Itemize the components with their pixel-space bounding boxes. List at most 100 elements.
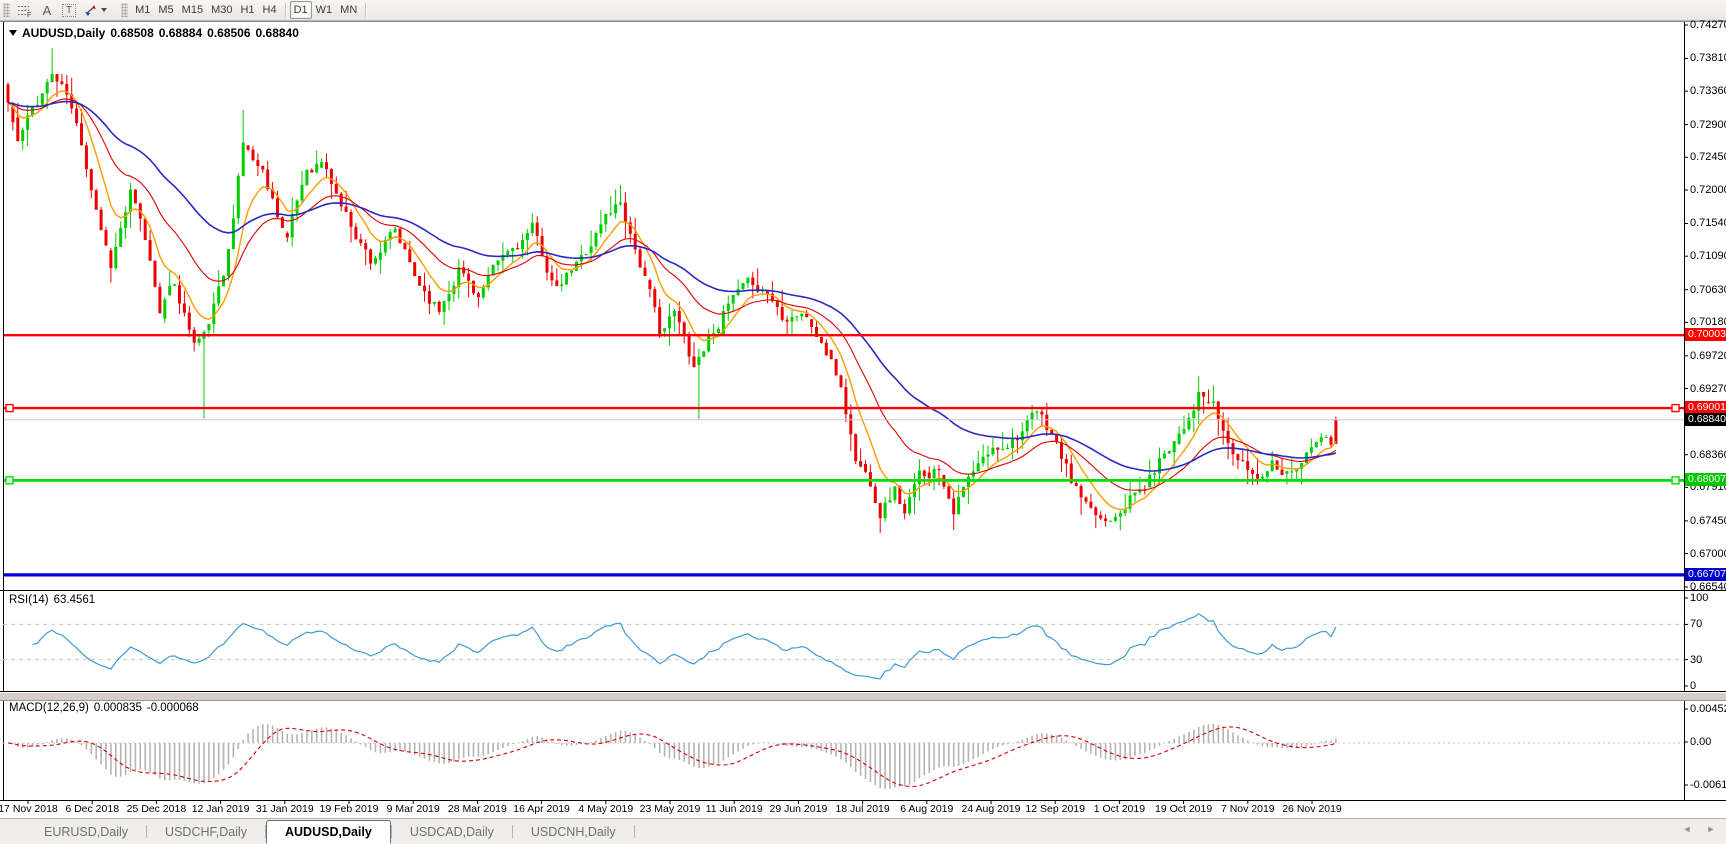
chart-title: AUDUSD,Daily 0.68508 0.68884 0.68506 0.6…	[9, 26, 299, 40]
collapse-arrow-icon[interactable]	[9, 30, 17, 36]
price-axis-tick: 0.73810	[1690, 52, 1726, 65]
macd-main-value: 0.000835	[93, 702, 142, 714]
price-axis-tick: 0.66540	[1690, 581, 1726, 593]
price-axis-tick: 0.71540	[1690, 217, 1726, 230]
time-axis-label: 9 Mar 2019	[386, 803, 440, 815]
rsi-name: RSI(14)	[9, 594, 49, 606]
tab-scroll-right-button[interactable]: ►	[1706, 824, 1716, 834]
dropdown-caret-icon[interactable]	[101, 8, 108, 12]
timeframe-m15-button[interactable]: M15	[181, 4, 204, 16]
time-axis-label: 19 Feb 2019	[319, 803, 379, 815]
rsi-axis-tick: 100	[1690, 592, 1709, 604]
macd-signal-value: -0.000068	[146, 702, 199, 714]
price-axis-tick: 0.70180	[1690, 316, 1726, 329]
time-axis-label: 29 Jun 2019	[769, 803, 828, 815]
time-axis-label: 18 Jul 2019	[835, 803, 890, 815]
time-axis-label: 6 Dec 2018	[65, 803, 120, 815]
price-line-label: 0.69001	[1685, 401, 1726, 415]
text-label-icon: A	[42, 2, 52, 18]
tab-divider	[390, 825, 392, 838]
hline-handle[interactable]	[5, 476, 14, 485]
rsi-axis-tick: 30	[1690, 653, 1703, 666]
price-axis-tick: 0.73360	[1690, 85, 1726, 98]
time-axis-label: 1 Oct 2019	[1093, 803, 1146, 815]
tab-usdcnh[interactable]: USDCNH,Daily	[530, 824, 616, 839]
time-axis-label: 4 May 2019	[578, 803, 634, 815]
fibonacci-tool-button[interactable]: F	[13, 1, 36, 19]
toolbar-divider	[365, 3, 367, 17]
timeframe-m1-button[interactable]: M1	[135, 4, 151, 16]
price-axis-tick: 0.72900	[1690, 118, 1726, 131]
rsi-axis-tick: 0	[1690, 680, 1697, 692]
time-axis-label: 25 Dec 2018	[126, 803, 187, 815]
chart-area[interactable]	[0, 0, 1726, 817]
price-axis-tick: 0.72450	[1690, 151, 1726, 164]
arrows-tool-button[interactable]	[80, 1, 111, 19]
high-value: 0.68884	[158, 26, 203, 40]
close-value: 0.68840	[255, 26, 299, 40]
open-value: 0.68508	[110, 26, 154, 40]
timeframe-w1-button[interactable]: W1	[315, 4, 333, 16]
time-axis-label: 11 Jun 2019	[705, 803, 763, 815]
price-axis-tick: 0.72000	[1690, 184, 1726, 197]
price-axis-tick: 0.70630	[1690, 283, 1726, 296]
price-line-label: 0.70003	[1685, 328, 1726, 342]
low-value: 0.68506	[207, 26, 251, 40]
time-axis-label: 28 Mar 2019	[447, 803, 507, 815]
hline-handle[interactable]	[5, 403, 14, 413]
svg-text:F: F	[27, 12, 31, 17]
time-axis-label: 19 Oct 2019	[1154, 803, 1213, 815]
macd-name: MACD(12,26,9)	[9, 702, 89, 714]
chart-tab-bar: EURUSD,Daily USDCHF,Daily AUDUSD,Daily U…	[0, 818, 1726, 844]
tab-eurusd[interactable]: EURUSD,Daily	[44, 824, 129, 839]
macd-indicator-label: MACD(12,26,9) 0.000835 -0.000068	[9, 702, 199, 714]
price-line-label: 0.68840	[1685, 412, 1726, 426]
macd-axis-tick: 0.004528	[1690, 703, 1726, 715]
time-axis-label: 26 Nov 2019	[1282, 803, 1342, 815]
price-axis-tick: 0.74270	[1690, 19, 1726, 31]
price-axis-tick: 0.67450	[1690, 514, 1726, 527]
rsi-value: 63.4561	[53, 594, 96, 606]
text-icon: T	[62, 3, 77, 17]
price-axis-tick: 0.69720	[1690, 349, 1726, 362]
timeframe-h1-button[interactable]: H1	[240, 4, 255, 16]
timeframe-h4-button[interactable]: H4	[262, 4, 277, 16]
hline-handle[interactable]	[1671, 403, 1680, 413]
tab-scroll-nav: ◄ ►	[1680, 824, 1718, 834]
symbol-period-label: AUDUSD,Daily	[22, 26, 106, 40]
price-axis-tick: 0.68360	[1690, 448, 1726, 461]
macd-axis-tick: -0.006122	[1690, 779, 1726, 791]
time-axis-label: 17 Nov 2018	[0, 803, 58, 815]
text-label-tool-button[interactable]: A	[36, 1, 58, 19]
timeframe-mn-button[interactable]: MN	[340, 4, 358, 16]
tab-scroll-left-button[interactable]: ◄	[1682, 824, 1692, 834]
tab-divider	[265, 825, 266, 838]
toolbar-grip-icon[interactable]	[3, 3, 10, 17]
tab-divider	[633, 825, 635, 838]
time-axis-label: 12 Jan 2019	[191, 803, 250, 815]
rsi-axis-tick: 70	[1690, 618, 1703, 631]
tab-usdchf[interactable]: USDCHF,Daily	[165, 824, 247, 839]
time-axis-label: 6 Aug 2019	[900, 803, 954, 815]
time-axis-label: 23 May 2019	[639, 803, 701, 815]
tab-usdcad[interactable]: USDCAD,Daily	[409, 824, 494, 839]
price-axis-tick: 0.71090	[1690, 250, 1726, 263]
hline-handle[interactable]	[1671, 476, 1680, 485]
time-axis-label: 31 Jan 2019	[255, 803, 314, 815]
price-axis-tick: 0.69270	[1690, 382, 1726, 395]
pane-splitter[interactable]	[0, 692, 1726, 701]
timeframe-d1-button[interactable]: D1	[289, 1, 312, 19]
timeframe-m5-button[interactable]: M5	[158, 4, 174, 16]
arrows-icon	[85, 4, 97, 16]
time-axis-label: 7 Nov 2019	[1220, 803, 1275, 815]
tab-audusd[interactable]: AUDUSD,Daily	[266, 820, 391, 844]
text-tool-button[interactable]: T	[58, 1, 80, 19]
time-axis-label: 12 Sep 2019	[1025, 803, 1085, 815]
time-axis-label: 16 Apr 2019	[513, 803, 570, 815]
price-line-label: 0.68007	[1685, 473, 1726, 487]
timeframe-m30-button[interactable]: M30	[211, 4, 233, 16]
toolbar-divider	[284, 3, 286, 17]
timeframe-toolbar-grip-icon[interactable]	[121, 3, 129, 17]
time-axis-label: 24 Aug 2019	[961, 803, 1021, 815]
tab-divider	[146, 825, 148, 838]
